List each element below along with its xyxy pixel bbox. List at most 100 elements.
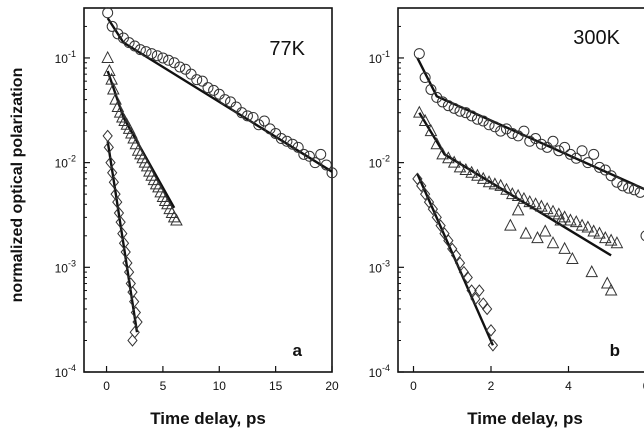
panel-b-circle-point xyxy=(605,170,617,182)
panel-a-data-markers xyxy=(101,7,338,347)
panel-a-diamond-point xyxy=(108,175,120,189)
panel-b-triangle-point xyxy=(505,187,519,200)
panel-a-triangle-point xyxy=(167,210,181,223)
panel-a-circle-point xyxy=(196,75,208,87)
panel-b-diamond-point xyxy=(474,284,485,297)
panel-b-circle-point xyxy=(518,125,530,137)
panel-b-fit-line xyxy=(418,112,612,257)
panel-b-fit-lines xyxy=(416,57,644,346)
panel-b-circle-point xyxy=(419,72,431,84)
panel-a-y-tick-label: 10-1 xyxy=(55,49,76,66)
panel-b-triangle-point xyxy=(585,265,599,278)
panel-b-diamond-point xyxy=(462,271,473,284)
panel-b-diamond-point xyxy=(487,338,499,352)
panel-b-temperature-annotation: 300K xyxy=(573,27,620,49)
panel-b: 0 2 4 6 10-4 10-3 10-2 10-1 300K b Time delay,… xyxy=(369,7,644,428)
panel-a-y-tick-label: 10-4 xyxy=(55,363,76,380)
panel-b-circle-point xyxy=(442,100,454,112)
panel-a-fit-lines xyxy=(106,17,333,333)
panel-b-triangle-point xyxy=(558,241,571,254)
panel-a-diamond-point xyxy=(123,265,135,279)
panel-b-circle-point xyxy=(628,184,640,196)
panel-a-circle-point xyxy=(236,107,248,119)
panel-a-diamond-point xyxy=(103,141,114,154)
panel-b-fit-line xyxy=(416,57,644,191)
panel-b-x-tick-label: 2 xyxy=(488,379,495,393)
panel-a-letter: a xyxy=(293,341,303,360)
panel-a-y-ticks: 10-4 10-3 10-2 10-1 xyxy=(55,25,90,380)
panel-b-triangle-point xyxy=(430,137,444,150)
panel-a-circle-point xyxy=(326,167,338,179)
panel-a-diamond-point xyxy=(120,245,131,259)
panel-b-triangle-point xyxy=(471,168,484,181)
panel-b-diamond-point xyxy=(443,234,454,247)
panel-b-circle-point xyxy=(594,161,605,173)
panel-a-circle-point xyxy=(309,157,321,169)
panel-b-triangle-point xyxy=(418,113,432,126)
panel-b-circle-point xyxy=(448,102,460,114)
panel-a-temperature-annotation: 77K xyxy=(269,38,305,60)
panel-b-diamond-point xyxy=(431,211,442,224)
panel-b-triangle-point xyxy=(531,231,544,244)
panel-a-diamond-point xyxy=(112,195,123,209)
panel-b-triangle-point xyxy=(546,204,560,217)
panel-b-triangle-point xyxy=(412,105,426,118)
panel-b-triangle-point xyxy=(566,251,579,265)
panel-b-circle-point xyxy=(530,133,542,145)
panel-b-triangle-point xyxy=(554,213,568,226)
panel-a-diamond-point xyxy=(105,156,116,169)
panel-b-circle-point xyxy=(617,180,629,192)
panel-a-triangle-point xyxy=(170,213,183,226)
panel-a-x-tick-label: 10 xyxy=(213,379,227,393)
panel-b-circle-point xyxy=(611,176,623,188)
panel-b-triangle-point xyxy=(447,155,461,168)
panel-a-x-tick-label: 5 xyxy=(160,379,167,393)
panel-a-circle-point xyxy=(123,37,135,49)
panel-b-triangle-point xyxy=(604,233,618,246)
panel-a-frame xyxy=(83,7,333,373)
panel-a-circle-point xyxy=(247,111,259,123)
panel-b-triangle-point xyxy=(517,191,531,204)
panel-b-y-ticks: 10-4 10-3 10-2 10-1 xyxy=(369,25,404,380)
panel-b-circle-point xyxy=(547,135,559,147)
panel-b-circle-point xyxy=(413,48,425,60)
panel-a-circle-point xyxy=(146,48,158,60)
panel-a-circle-point xyxy=(230,101,242,113)
panel-a-diamond-point xyxy=(127,334,138,347)
panel-b-triangle-point xyxy=(442,151,455,164)
panel-b-diamond-point xyxy=(419,187,431,201)
panel-a-circle-point xyxy=(102,7,114,19)
panel-b-circle-point xyxy=(466,110,478,122)
panel-a-circle-point xyxy=(129,40,141,52)
panel-b-triangle-point xyxy=(538,224,552,237)
panel-b-circle-point xyxy=(570,152,582,164)
panel-b-triangle-point xyxy=(523,194,537,208)
panel-b-circle-point xyxy=(489,121,501,133)
panel-b-triangle-point xyxy=(593,226,606,239)
panel-b-diamond-point xyxy=(450,249,462,262)
panel-a-circle-point xyxy=(112,28,124,40)
panel-b-circle-point xyxy=(495,125,507,137)
panel-a-x-ticks: 0 5 10 15 20 xyxy=(103,366,339,393)
panel-b-circle-point xyxy=(634,186,644,198)
panel-b-triangle-point xyxy=(424,124,438,137)
panel-a-circle-point xyxy=(298,148,310,160)
panel-b-diamond-point xyxy=(470,292,481,306)
panel-b-triangle-point xyxy=(540,202,554,215)
panel-a-diamond-point xyxy=(132,315,143,329)
panel-a-circle-point xyxy=(292,141,304,153)
panel-a-circle-point xyxy=(303,150,315,162)
panel-a-circle-point xyxy=(258,115,270,127)
panel-b-triangle-point xyxy=(482,175,496,188)
panel-a-y-tick-label: 10-2 xyxy=(55,154,76,171)
panel-b-triangle-point xyxy=(511,203,525,216)
panel-b-y-tick-label: 10-3 xyxy=(369,258,390,275)
panel-b-triangle-point xyxy=(569,215,583,228)
panel-a-circle-point xyxy=(140,46,152,58)
panel-b-triangle-point xyxy=(604,283,618,296)
panel-b-triangle-point xyxy=(598,231,612,244)
panel-a-circle-point xyxy=(281,135,293,147)
panel-a-x-tick-label: 20 xyxy=(325,379,339,393)
panel-b-circle-point xyxy=(640,230,644,241)
